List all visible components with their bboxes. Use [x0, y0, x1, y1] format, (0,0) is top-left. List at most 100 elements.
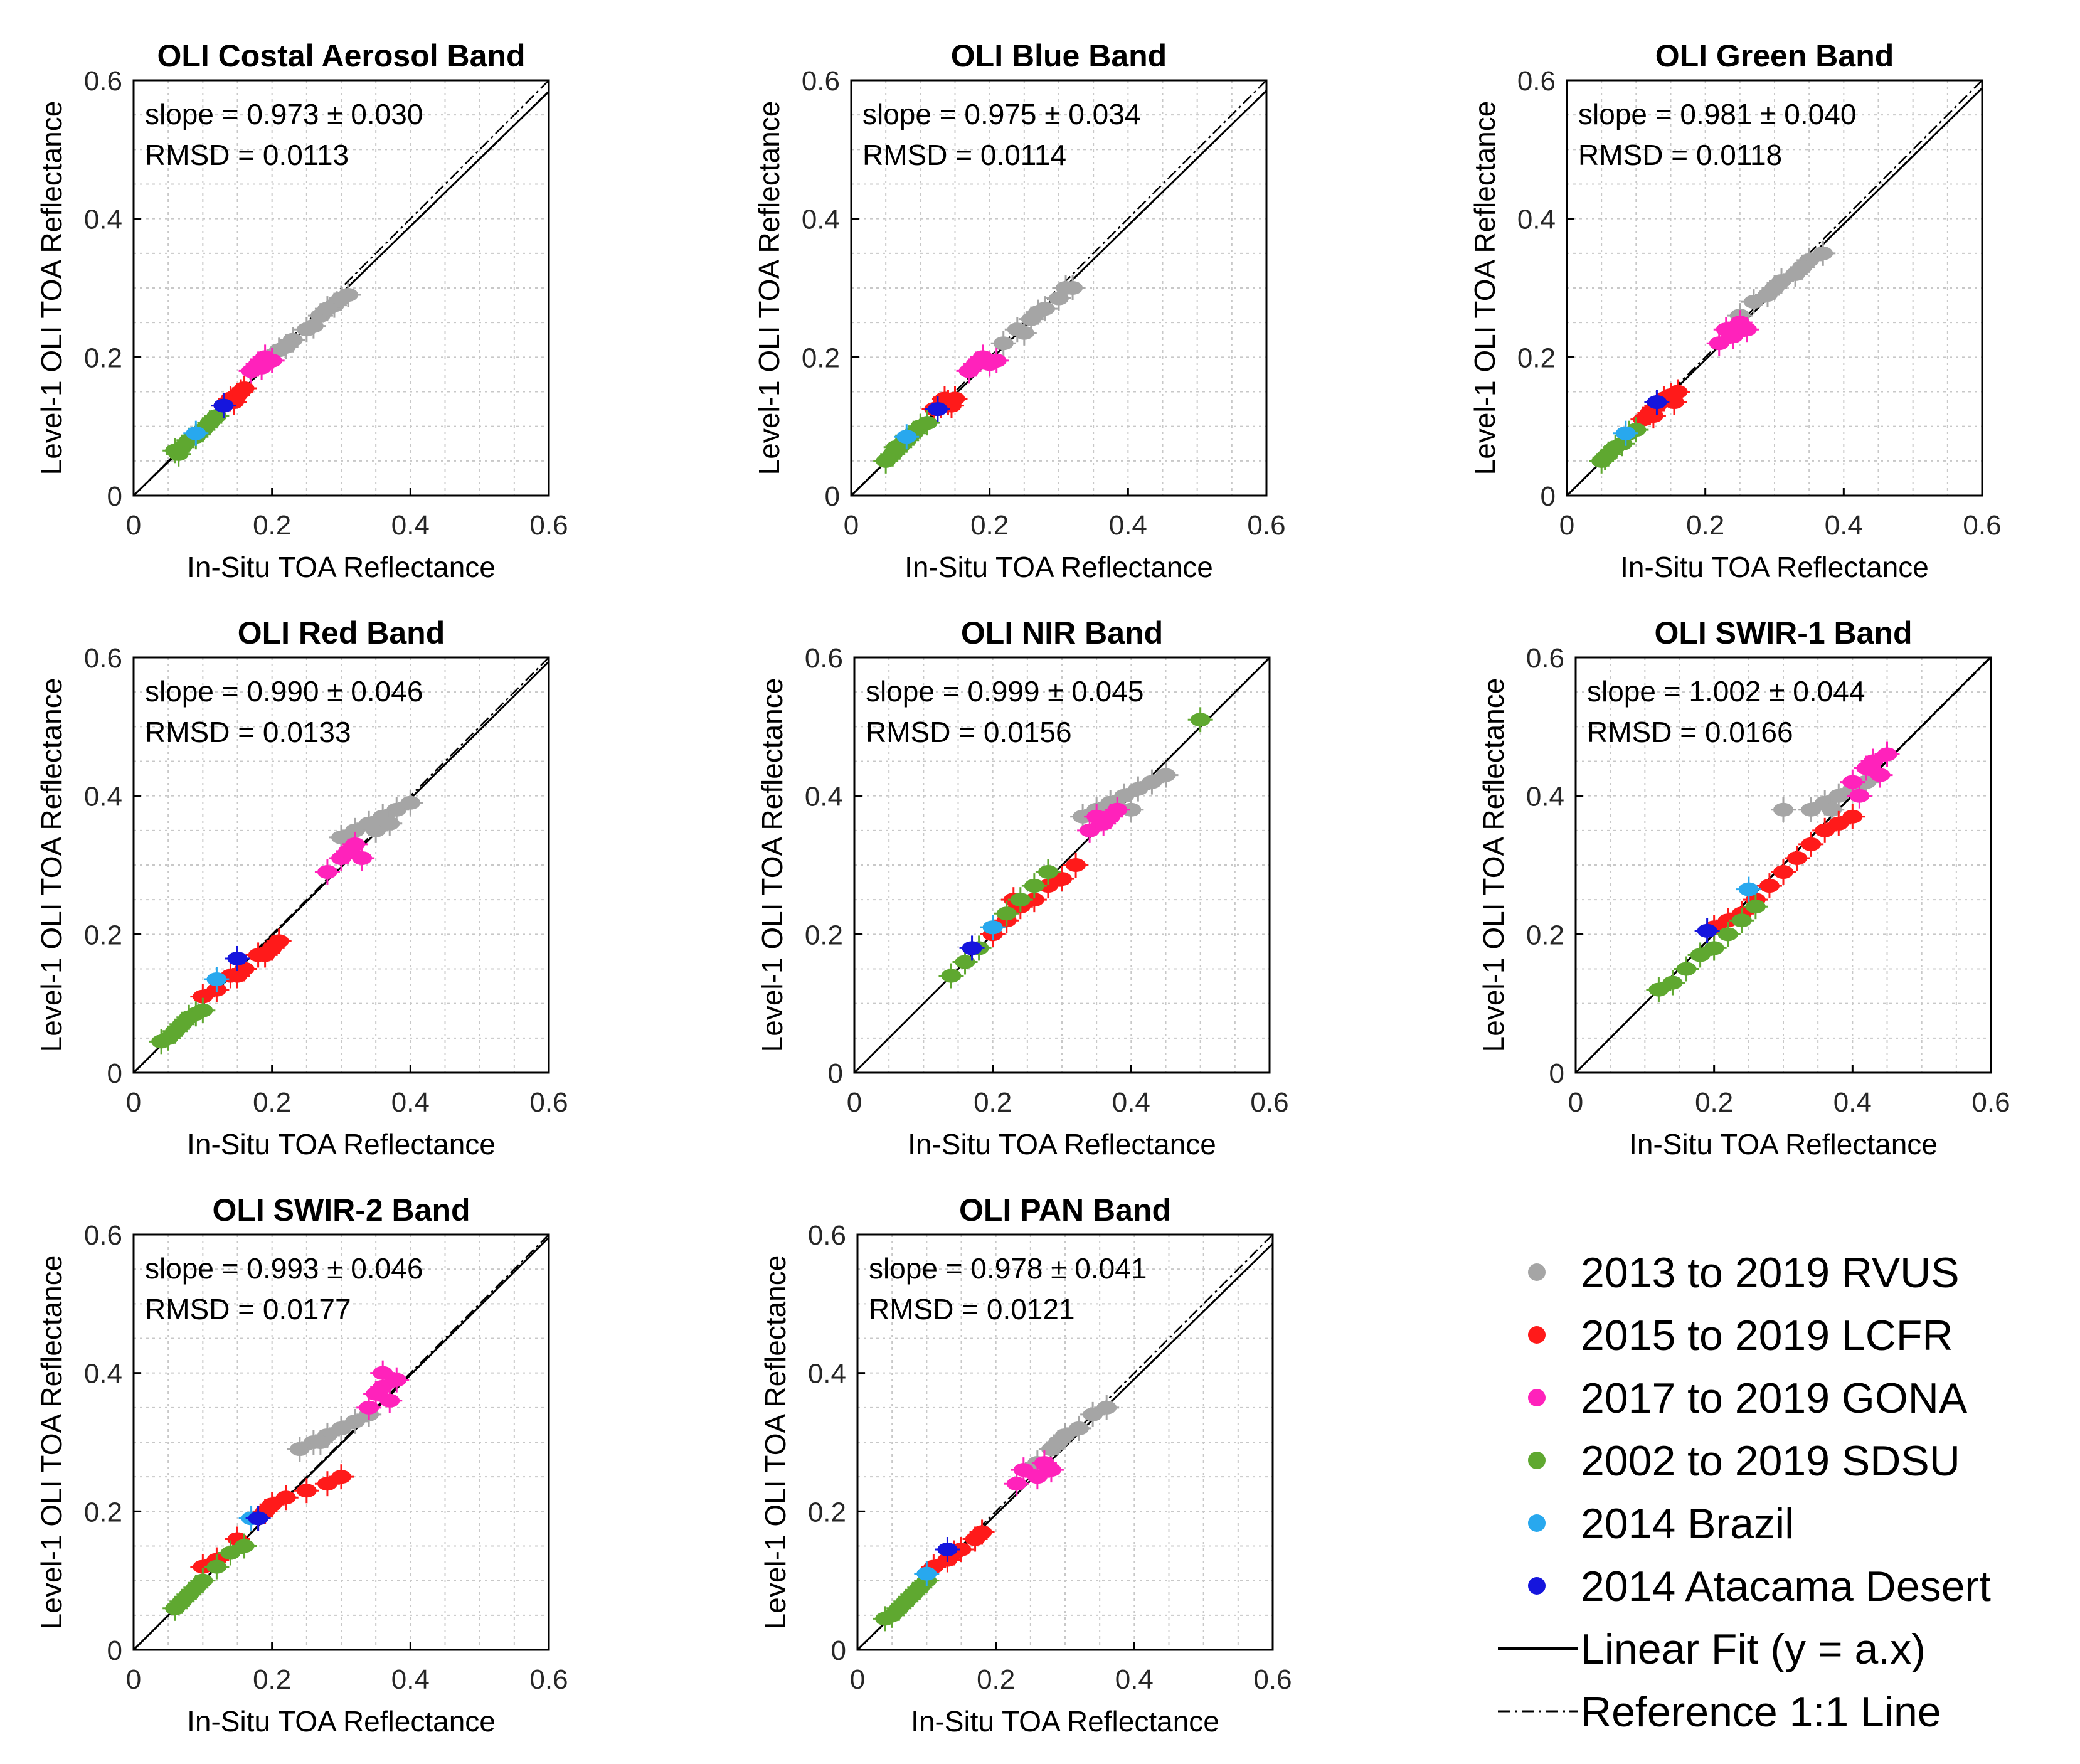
series-2014-atacama-desert: [935, 1537, 960, 1563]
data-point: [331, 830, 351, 844]
data-point: [379, 816, 400, 831]
data-point: [1056, 281, 1076, 295]
data-point: [345, 837, 366, 851]
data-point: [359, 1400, 379, 1415]
data-point: [317, 1477, 337, 1491]
data-point: [1010, 893, 1031, 907]
data-point: [186, 426, 206, 440]
data-point: [386, 1373, 407, 1387]
x-tick-label: 0.6: [529, 510, 568, 541]
data-point: [1069, 1421, 1090, 1435]
series-2002-to-2019-sdsu: [1646, 894, 1768, 1002]
x-tick-label: 0.4: [1109, 510, 1147, 541]
axes-frame: [132, 656, 550, 1074]
axes-frame: [1566, 79, 1983, 497]
axes-frame: [132, 1233, 550, 1651]
x-tick-label: 0.6: [529, 1664, 568, 1695]
data-point: [1027, 305, 1048, 319]
series-2002-to-2019-sdsu: [162, 1533, 257, 1621]
data-point: [317, 302, 337, 316]
y-tick-label: 0: [107, 481, 122, 512]
data-point: [1697, 923, 1717, 938]
data-point: [1041, 1463, 1061, 1477]
data-point: [1647, 395, 1667, 410]
data-point: [1086, 809, 1107, 824]
data-point: [1736, 322, 1757, 337]
data-point: [1049, 291, 1069, 306]
rmsd-annotation: RMSD = 0.0166: [1587, 716, 1793, 748]
data-point: [296, 1484, 317, 1498]
series-2015-to-2019-lcfr: [211, 375, 257, 418]
legend-marker-lcfr: [1528, 1326, 1546, 1344]
data-point: [1842, 775, 1863, 789]
slope-annotation: slope = 0.990 ± 0.046: [145, 675, 423, 708]
data-point: [916, 1566, 937, 1581]
data-point: [379, 1393, 400, 1408]
data-point: [275, 1490, 296, 1505]
data-point: [1828, 789, 1849, 803]
data-point: [345, 823, 366, 837]
reference-line: [133, 1234, 549, 1650]
x-tick-label: 0.6: [529, 1087, 568, 1118]
data-point: [248, 1511, 268, 1526]
data-point: [186, 1580, 206, 1595]
x-axis-label: In-Situ TOA Reflectance: [187, 1128, 496, 1161]
panel-title: OLI SWIR-1 Band: [1654, 615, 1912, 651]
series-2013-to-2019-rvus: [329, 790, 423, 850]
data-point: [193, 1003, 213, 1017]
data-point: [1787, 851, 1808, 865]
data-point: [1731, 913, 1752, 928]
y-tick-label: 0.6: [1517, 66, 1556, 97]
data-point: [1773, 865, 1793, 879]
legend-label-gona: 2017 to 2019 GONA: [1581, 1374, 1968, 1422]
series-2014-brazil: [980, 915, 1006, 940]
series-2002-to-2019-sdsu: [149, 997, 216, 1055]
y-tick-label: 0.2: [84, 343, 122, 373]
data-point: [331, 1421, 351, 1435]
series-2017-to-2019-gona: [956, 344, 1009, 384]
data-point: [1738, 882, 1759, 896]
data-point: [386, 802, 407, 817]
x-axis-label: In-Situ TOA Reflectance: [911, 1705, 1219, 1738]
data-point: [1615, 426, 1636, 440]
data-point: [986, 353, 1007, 368]
series-2014-atacama-desert: [211, 393, 236, 418]
data-point: [400, 795, 421, 810]
data-point: [1676, 962, 1697, 976]
x-tick-label: 0: [847, 1087, 862, 1118]
y-axis-label: Level-1 OLI TOA Reflectance: [35, 1255, 68, 1630]
x-tick-label: 0.4: [391, 1087, 430, 1118]
y-tick-label: 0.6: [802, 66, 840, 97]
data-point: [1037, 865, 1058, 879]
rmsd-annotation: RMSD = 0.0177: [145, 1293, 351, 1326]
data-point: [1813, 246, 1833, 260]
series-2014-brazil: [914, 1561, 940, 1586]
data-point: [1870, 768, 1891, 782]
data-point: [941, 969, 962, 983]
series-2013-to-2019-rvus: [266, 282, 361, 363]
x-tick-label: 0.6: [1963, 510, 2001, 541]
legend-marker-atacama: [1528, 1577, 1546, 1595]
series-2014-brazil: [204, 967, 230, 992]
legend-marker-brazil: [1528, 1514, 1546, 1532]
x-tick-label: 0.4: [1112, 1087, 1150, 1118]
y-tick-label: 0: [107, 1635, 122, 1666]
data-point: [352, 851, 373, 865]
data-point: [193, 989, 213, 1004]
data-point: [1048, 1435, 1068, 1449]
data-point: [193, 1559, 213, 1574]
data-point: [1014, 326, 1034, 340]
x-tick-label: 0.2: [977, 1664, 1015, 1695]
x-tick-label: 0: [844, 510, 859, 541]
panel-title: OLI NIR Band: [961, 615, 1163, 651]
x-tick-label: 0.6: [1253, 1664, 1292, 1695]
panel-oli-costal-aerosol-band: 00 0.2 0.2 0.4 0.4 0.6 0.6 OLI Costal Aerosol B…: [35, 38, 568, 583]
y-tick-label: 0.6: [1526, 643, 1564, 674]
data-point: [331, 291, 351, 306]
data-point: [1801, 837, 1822, 851]
series-2014-brazil: [1613, 420, 1638, 446]
y-tick-label: 0.6: [84, 1220, 122, 1251]
data-point: [1717, 927, 1738, 942]
series-2014-brazil: [1736, 876, 1761, 902]
